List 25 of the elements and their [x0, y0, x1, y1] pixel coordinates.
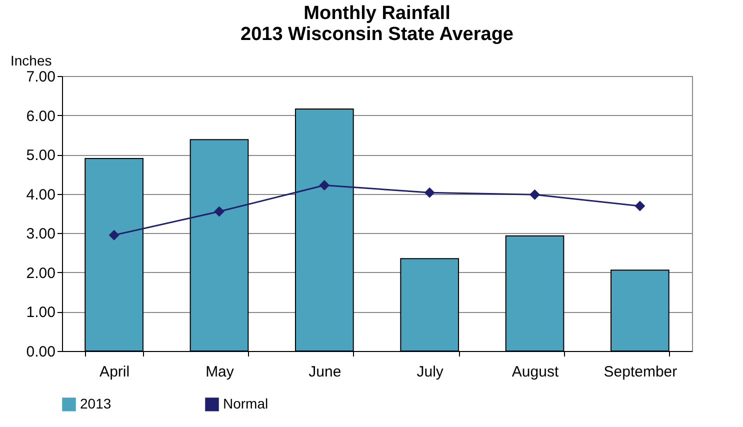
x-tick-label: June — [308, 364, 342, 380]
text: Monthly Rainfall — [304, 3, 450, 24]
point — [319, 180, 330, 190]
y-tick-label: 4.00 — [26, 186, 56, 204]
point — [424, 187, 435, 198]
legend-label: Normal — [223, 395, 268, 412]
y-tick-label: 2.00 — [26, 264, 56, 282]
y-tick-label: 0.00 — [26, 344, 56, 360]
x-tick-label: September — [604, 364, 678, 380]
point — [214, 206, 224, 217]
point — [108, 230, 120, 240]
point — [530, 189, 540, 200]
x-tick-label: August — [512, 364, 560, 380]
y-tick-label: 1.00 — [26, 304, 56, 322]
x-tick-label: April — [100, 364, 130, 380]
y-tick-label: 5.00 — [26, 147, 56, 164]
y-tick-label: 6.00 — [26, 108, 56, 125]
x-tick-label: May — [206, 364, 234, 380]
y-tick-label: 7.00 — [26, 68, 56, 86]
point — [634, 200, 646, 212]
text: 2013 Wisconsin State Average — [240, 24, 514, 45]
y-axis-title: Inches — [10, 52, 52, 68]
y-tick-label: 3.00 — [26, 226, 56, 243]
legend-label: 2013 — [80, 395, 112, 412]
x-tick-label: July — [416, 364, 444, 380]
